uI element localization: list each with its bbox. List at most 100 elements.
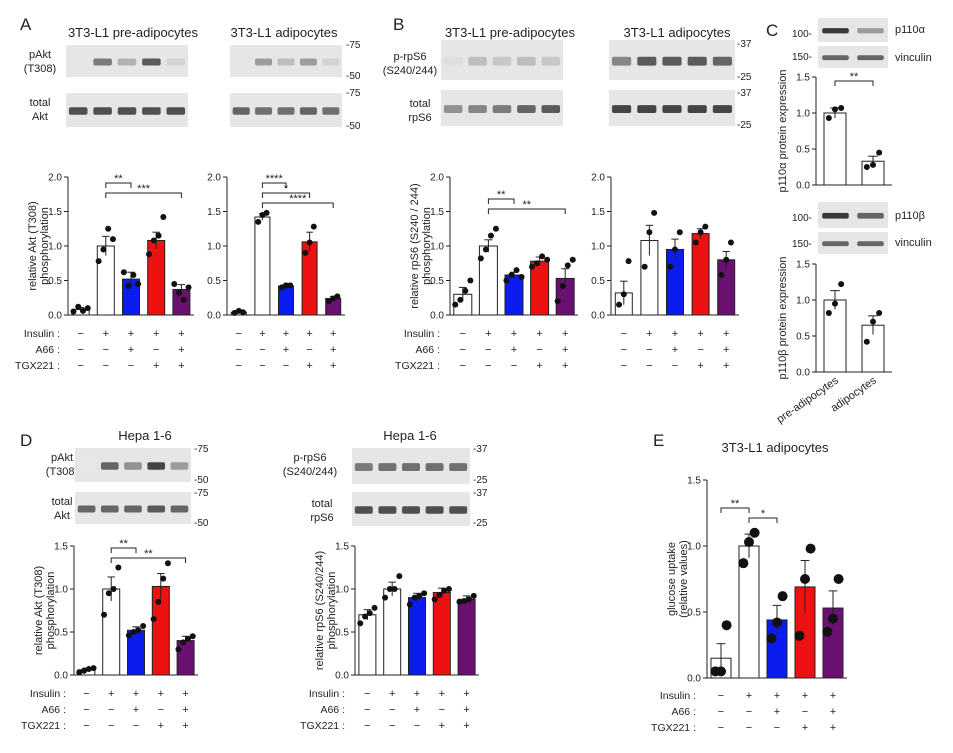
treatment-sign: − (236, 344, 242, 356)
data-point (160, 575, 167, 582)
data-point (125, 283, 132, 290)
data-point (863, 164, 870, 170)
data-point (110, 586, 117, 592)
y-tick-label: 1.5 (687, 476, 701, 487)
bar-insulin-TGX221 (151, 585, 170, 676)
data-point (406, 601, 413, 608)
chart-d_s6: 0.0 0.5 1.0 1.5 relative rpS6 (S240/244) phos… (314, 542, 479, 682)
treatment-sign: − (259, 344, 265, 356)
treatment-sign: + (723, 360, 729, 372)
data-point (749, 527, 760, 538)
panel-letter-b: B (393, 15, 404, 34)
blot-label: total (30, 97, 51, 109)
treatment-sign: + (723, 328, 729, 340)
treatment-sign: − (364, 688, 370, 700)
treatment-sign: − (460, 344, 466, 356)
blot-pakt-hepa-band (77, 462, 96, 470)
significance-bracket (261, 182, 287, 188)
x-category-label: pre-adipocytes (775, 374, 841, 426)
blot-pakt-hepa (75, 448, 191, 482)
data-point (518, 274, 525, 281)
y-axis-label-line2: phosphorylation (326, 572, 338, 650)
blot-rps6-pre (441, 90, 563, 126)
mw-marker: -25 (473, 518, 488, 529)
treatment-sign: + (723, 344, 729, 356)
treatment-table: − + + + + − − + − + − − − + + (236, 328, 337, 372)
data-point (283, 282, 289, 289)
y-axis-label: relative Akt (T308) (33, 566, 45, 655)
blot-akt-adi (230, 93, 342, 127)
treatment-row-label: A66 : (415, 344, 440, 356)
blot-prps6-hepa (352, 448, 470, 484)
data-point (445, 586, 452, 592)
treatment-row-label: A66 : (320, 704, 345, 716)
blot-vinculin-band (857, 241, 884, 247)
data-point (115, 564, 122, 571)
data-point (805, 543, 816, 554)
data-point (70, 308, 77, 315)
treatment-sign: + (330, 344, 336, 356)
blot-label: Akt (54, 510, 70, 522)
significance-label: * (761, 508, 766, 520)
blot-label: rpS6 (408, 112, 431, 124)
chart-a_pre: 0.0 0.5 1.0 1.5 2.0 relative Akt (T308) phosph… (27, 173, 194, 322)
chart-a_adi: 0.00.51.01.52.0 ********* (207, 173, 345, 322)
blot-pakt-adi-band (255, 58, 273, 66)
blot-group-label: 3T3-L1 pre-adipocytes (445, 25, 576, 40)
data-point (240, 309, 246, 316)
data-point (692, 239, 699, 246)
treatment-sign: − (128, 360, 134, 372)
blot-label: (T308) (24, 63, 56, 75)
data-point (876, 309, 883, 316)
blot-rps6-pre-band (443, 105, 463, 114)
blot-pakt-pre-band (166, 58, 186, 66)
treatment-row-label: Insulin : (309, 688, 345, 700)
blot-akt-hepa-band (100, 505, 119, 513)
blot-label: Akt (32, 111, 48, 123)
treatment-sign: + (306, 360, 312, 372)
y-axis-label-line2: phosphorylation (421, 207, 433, 285)
blot-rps6-adi-band (637, 105, 657, 114)
treatment-sign: − (774, 722, 780, 734)
blot-pakt-pre (66, 45, 188, 77)
treatment-sign: + (178, 360, 184, 372)
data-point (794, 630, 805, 641)
data-point (833, 574, 844, 584)
treatment-sign: − (306, 344, 312, 356)
data-point (100, 246, 107, 253)
data-point (676, 229, 683, 236)
treatment-sign: − (746, 706, 752, 718)
treatment-sign: + (562, 328, 568, 340)
data-point (81, 667, 88, 674)
treatment-sign: + (330, 360, 336, 372)
treatment-sign: + (672, 328, 678, 340)
treatment-sign: + (774, 706, 780, 718)
blot-akt-adi-band (232, 107, 250, 115)
data-point (150, 237, 157, 244)
data-point (554, 298, 561, 305)
blot-vinculin (818, 232, 888, 254)
data-point (544, 256, 551, 263)
chart-c_beta: 0.0 0.5 1.0 1.5 p110β protein expression (777, 257, 892, 379)
y-axis-label: p110α protein expression (777, 70, 789, 193)
blot-p110b-band (857, 212, 884, 219)
significance-label: ** (497, 189, 506, 201)
blot-akt-pre-band (166, 107, 186, 115)
mw-marker: -75 (346, 88, 361, 99)
data-point (832, 300, 838, 307)
data-point (130, 271, 137, 278)
treatment-sign: + (182, 704, 188, 716)
blot-akt-pre-band (117, 107, 137, 115)
treatment-sign: + (182, 688, 188, 700)
mw-marker: -25 (737, 72, 752, 83)
treatment-sign: + (283, 328, 289, 340)
blot-akt-adi-band (322, 107, 340, 115)
treatment-sign: + (439, 720, 445, 732)
blot-akt-hepa-band (77, 505, 96, 513)
data-point (838, 104, 845, 111)
panel-letter-e: E (653, 431, 664, 450)
data-point (477, 255, 484, 262)
treatment-sign: − (83, 720, 89, 732)
blot-pakt-pre-band (117, 58, 137, 66)
data-point (482, 246, 489, 253)
